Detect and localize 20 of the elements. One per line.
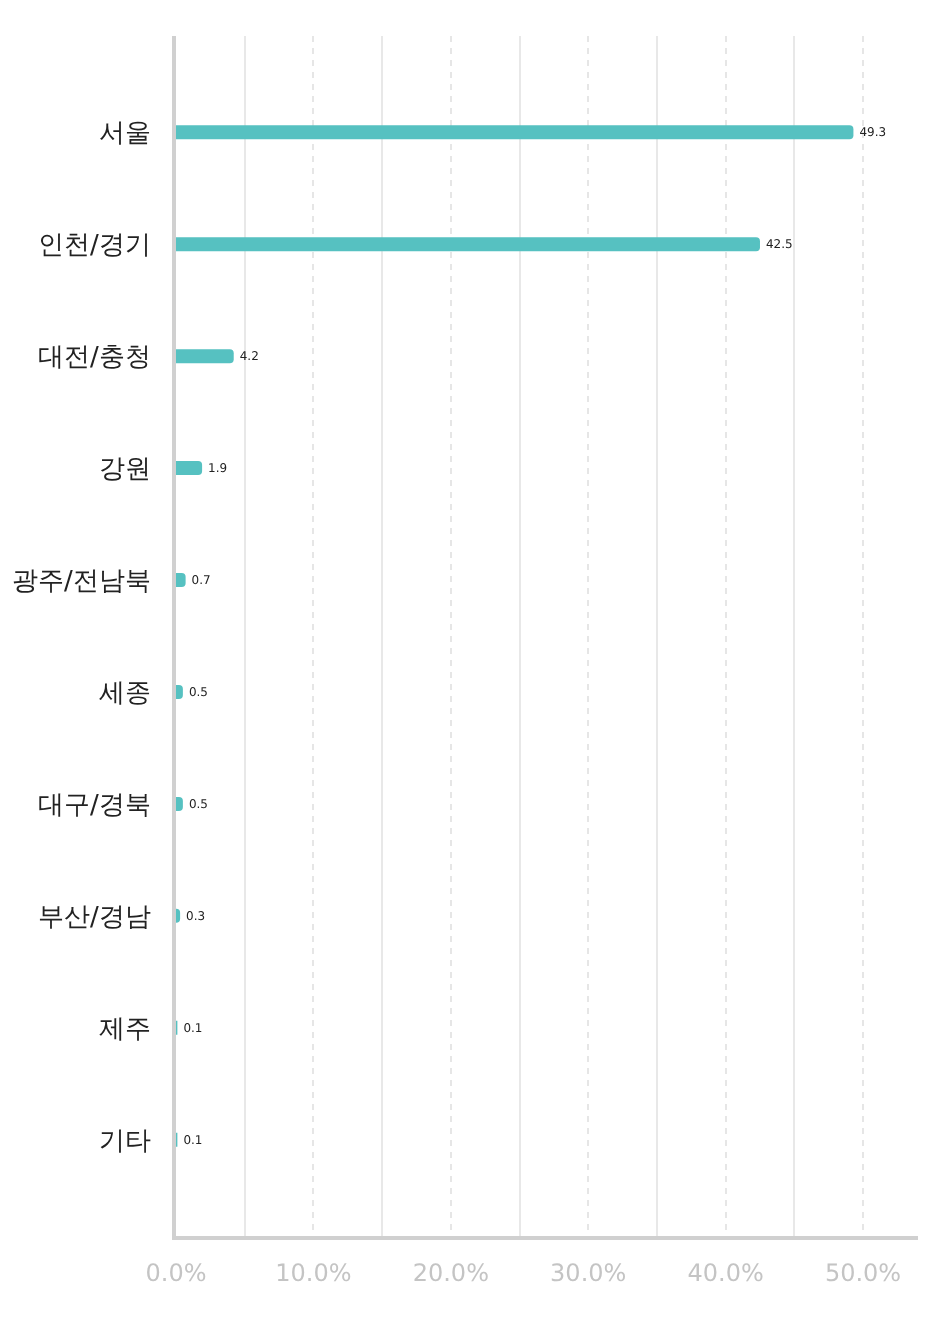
y-tick-label: 제주 <box>98 1014 151 1045</box>
y-tick-label: 세종 <box>98 679 151 710</box>
y-tick-label: 서울 <box>98 119 151 150</box>
x-tick-label: 30.0% <box>550 1258 627 1287</box>
bar <box>176 125 854 140</box>
x-tick-label: 40.0% <box>687 1258 764 1287</box>
y-tick-label: 대전/충청 <box>38 343 151 374</box>
x-tick-label: 0.0% <box>145 1258 207 1287</box>
bar <box>176 461 203 476</box>
y-tick-label: 대구/경북 <box>38 791 151 822</box>
bar <box>176 349 234 364</box>
y-tick-label: 부산/경남 <box>38 902 151 933</box>
y-tick-label: 광주/전남북 <box>12 567 151 598</box>
y-tick-label: 강원 <box>98 455 151 486</box>
x-tick-label: 10.0% <box>275 1258 352 1287</box>
x-tick-label: 50.0% <box>824 1258 902 1287</box>
y-tick-label: 인천/경기 <box>38 231 151 262</box>
bar <box>176 237 760 252</box>
y-tick-label: 기타 <box>98 1126 151 1157</box>
x-tick-label: 20.0% <box>412 1258 489 1287</box>
